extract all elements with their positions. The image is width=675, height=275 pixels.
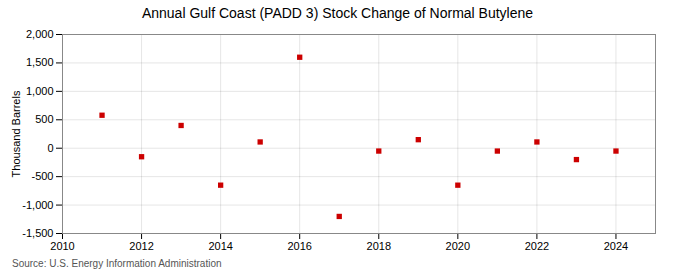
svg-text:2022: 2022 <box>525 240 549 252</box>
svg-text:2016: 2016 <box>287 240 311 252</box>
svg-text:-1,000: -1,000 <box>22 199 53 211</box>
svg-text:Thousand Barrels: Thousand Barrels <box>10 90 22 177</box>
svg-text:1,500: 1,500 <box>26 56 54 68</box>
svg-text:-500: -500 <box>31 170 53 182</box>
svg-text:-1,500: -1,500 <box>22 227 53 239</box>
svg-text:1,000: 1,000 <box>26 85 54 97</box>
svg-text:2018: 2018 <box>367 240 391 252</box>
svg-text:2020: 2020 <box>446 240 470 252</box>
html-text:Source: U.S. Energy Informatio: Source: U.S. Energy Information Administ… <box>12 258 222 269</box>
svg-text:2,000: 2,000 <box>26 28 54 40</box>
svg-text:2012: 2012 <box>129 240 153 252</box>
svg-text:2024: 2024 <box>604 240 628 252</box>
svg-text:500: 500 <box>35 113 53 125</box>
svg-text:0: 0 <box>47 142 53 154</box>
svg-text:2010: 2010 <box>50 240 74 252</box>
svg-text:2014: 2014 <box>208 240 232 252</box>
html-text:Annual Gulf Coast (PADD 3) Sto: Annual Gulf Coast (PADD 3) Stock Change … <box>141 5 534 21</box>
